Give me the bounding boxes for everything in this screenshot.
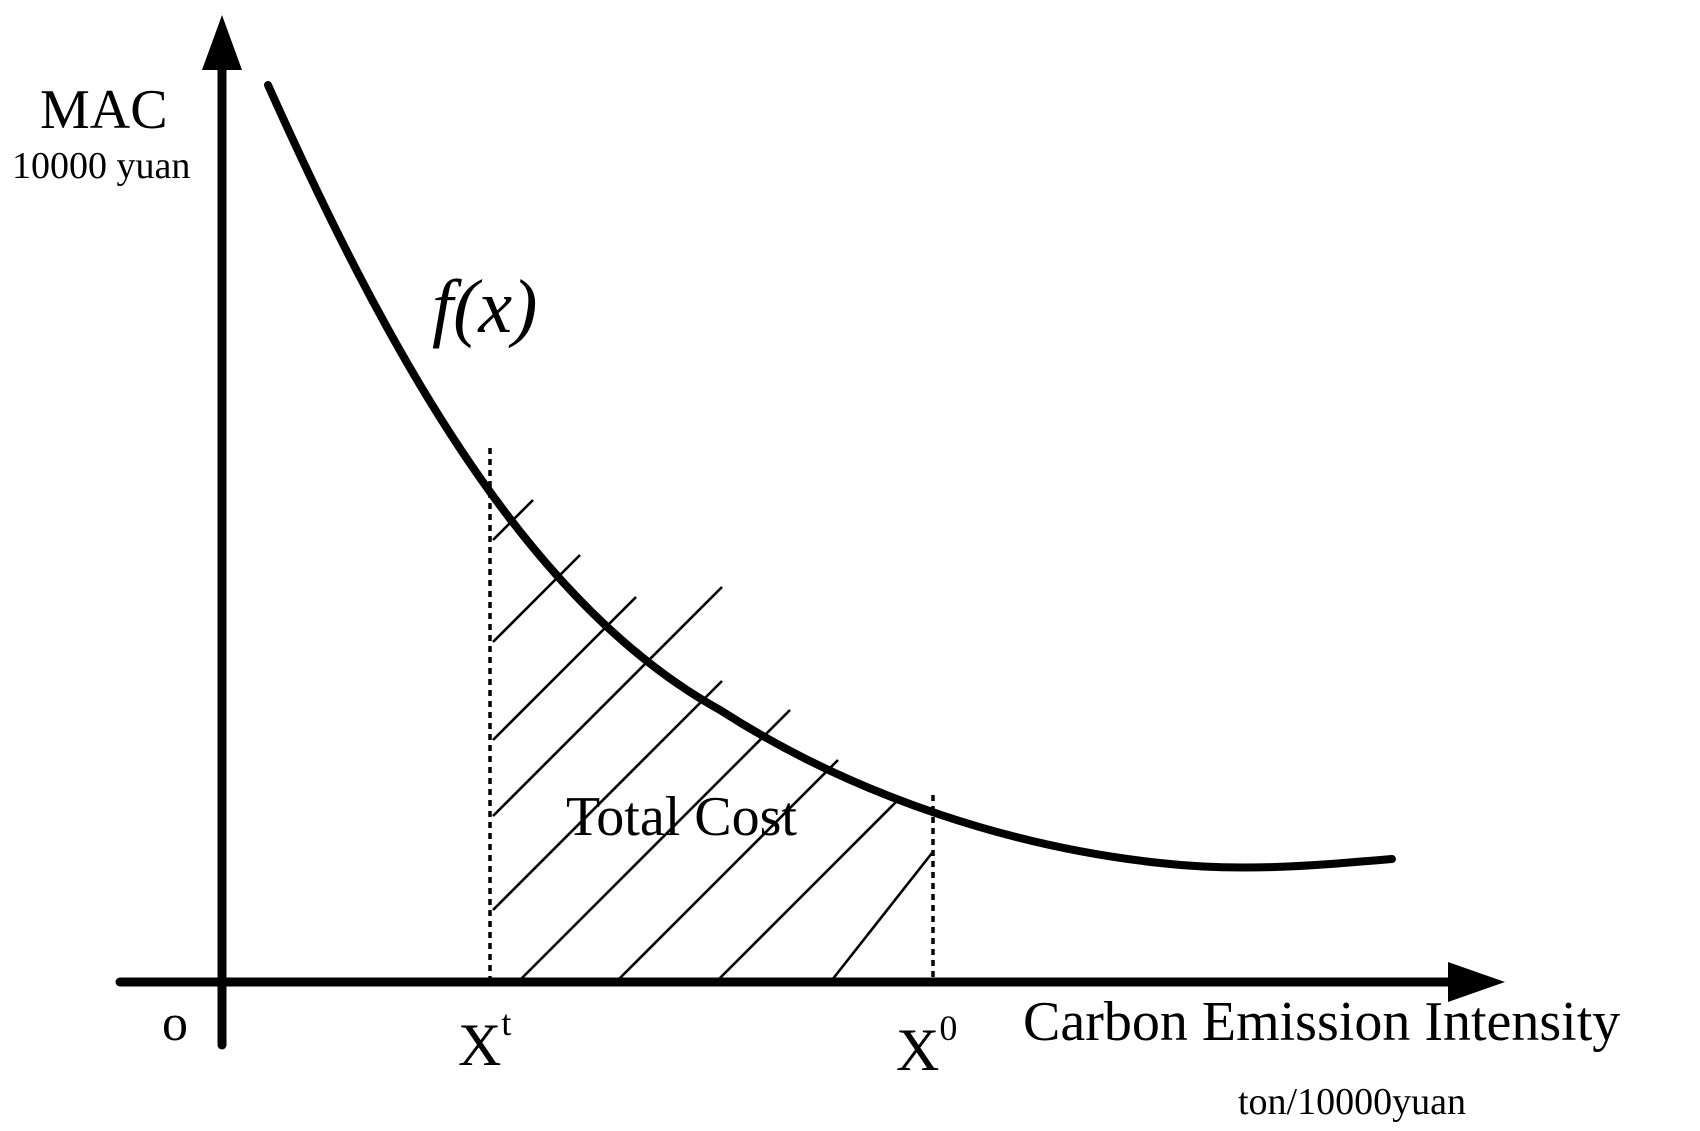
- x0-tick-base: X: [896, 1017, 939, 1083]
- hatch-line: [717, 797, 901, 981]
- x-axis-label: Carbon Emission Intensity: [1023, 991, 1620, 1053]
- origin-label: o: [162, 995, 188, 1052]
- x0-tick-superscript: 0: [939, 1008, 957, 1048]
- total-cost-label: Total Cost: [566, 786, 797, 848]
- x-axis-unit-label: ton/10000yuan: [1238, 1081, 1466, 1123]
- hatch-line: [617, 759, 839, 981]
- total-cost-hatching: [492, 499, 934, 981]
- hatch-line: [492, 586, 723, 817]
- hatch-line: [492, 554, 581, 643]
- y-axis-label: MAC: [40, 79, 168, 141]
- hatch-line: [492, 680, 723, 911]
- curve-label-argument: (x): [453, 265, 537, 349]
- y-axis-unit-label: 10000 yuan: [12, 145, 190, 187]
- x0-tick-label: X0: [896, 1008, 957, 1083]
- xt-tick-base: X: [458, 1012, 501, 1078]
- xt-tick-superscript: t: [501, 1003, 511, 1043]
- mac-curve: [264, 81, 1396, 872]
- xt-tick-label: Xt: [458, 1003, 511, 1078]
- hatch-line: [492, 596, 637, 741]
- x-axis-arrowhead: [1448, 962, 1505, 1002]
- y-axis-arrowhead: [202, 15, 242, 70]
- hatch-line: [519, 709, 791, 981]
- curve-label: f(x): [432, 265, 537, 349]
- hatch-line: [830, 852, 934, 981]
